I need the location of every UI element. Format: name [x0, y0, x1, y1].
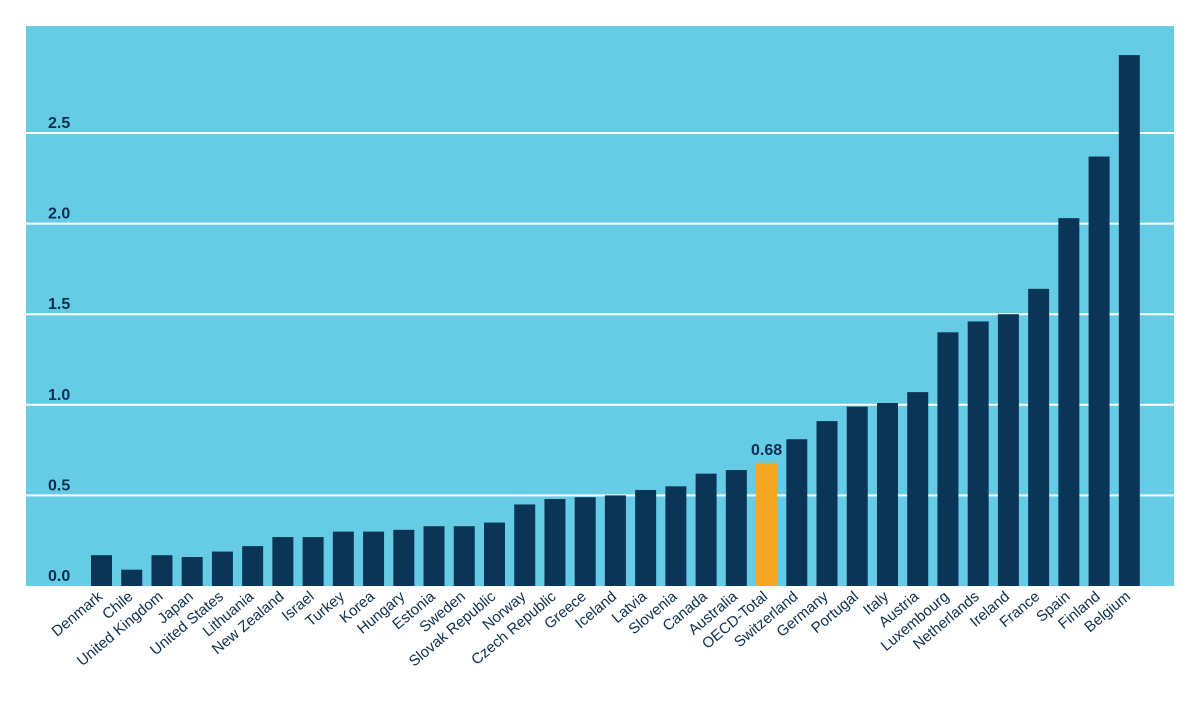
- bar: [272, 537, 294, 586]
- y-tick-label: 1.0: [48, 387, 70, 404]
- bar: [151, 555, 173, 586]
- data-labels: 0.68: [751, 442, 782, 459]
- y-tick-label: 1.5: [48, 296, 70, 313]
- bar: [91, 555, 112, 586]
- bar: [967, 321, 989, 586]
- bar: [483, 522, 505, 586]
- bar: [181, 557, 203, 586]
- bar: [363, 531, 385, 586]
- bar: [1058, 218, 1080, 586]
- bar: [302, 537, 324, 586]
- y-tick-label: 2.5: [48, 115, 70, 132]
- bar: [665, 486, 687, 586]
- bar: [846, 406, 868, 586]
- bar: [635, 489, 657, 586]
- bar: [876, 402, 898, 586]
- y-tick-label: 0.0: [48, 568, 70, 585]
- x-tick-label: Denmark: [49, 588, 107, 640]
- bar: [1028, 288, 1050, 586]
- bar: [1118, 55, 1140, 587]
- y-tick-label: 0.5: [48, 477, 70, 494]
- data-label: 0.68: [751, 442, 782, 459]
- bar: [725, 470, 747, 586]
- bar: [907, 392, 929, 586]
- bar: [544, 499, 566, 586]
- y-tick-label: 2.0: [48, 206, 70, 223]
- bar: [393, 529, 415, 586]
- bar: [997, 314, 1019, 586]
- bar: [604, 495, 626, 586]
- bar: [453, 526, 475, 586]
- y-axis-ticks: 0.0 0.5 1.0 1.5 2.0 2.5: [48, 115, 70, 585]
- bar: [1088, 156, 1110, 586]
- bar: [695, 473, 717, 586]
- bar: [242, 546, 264, 586]
- bar: [937, 332, 959, 586]
- bar: [816, 421, 838, 586]
- bar: [786, 439, 808, 586]
- bar-highlight: [756, 462, 778, 586]
- bar: [574, 497, 596, 586]
- bar: [332, 531, 354, 586]
- bars: [91, 55, 1140, 587]
- bar: [514, 504, 536, 586]
- bar: [423, 526, 445, 586]
- bar: [211, 551, 233, 586]
- bar: [121, 569, 143, 586]
